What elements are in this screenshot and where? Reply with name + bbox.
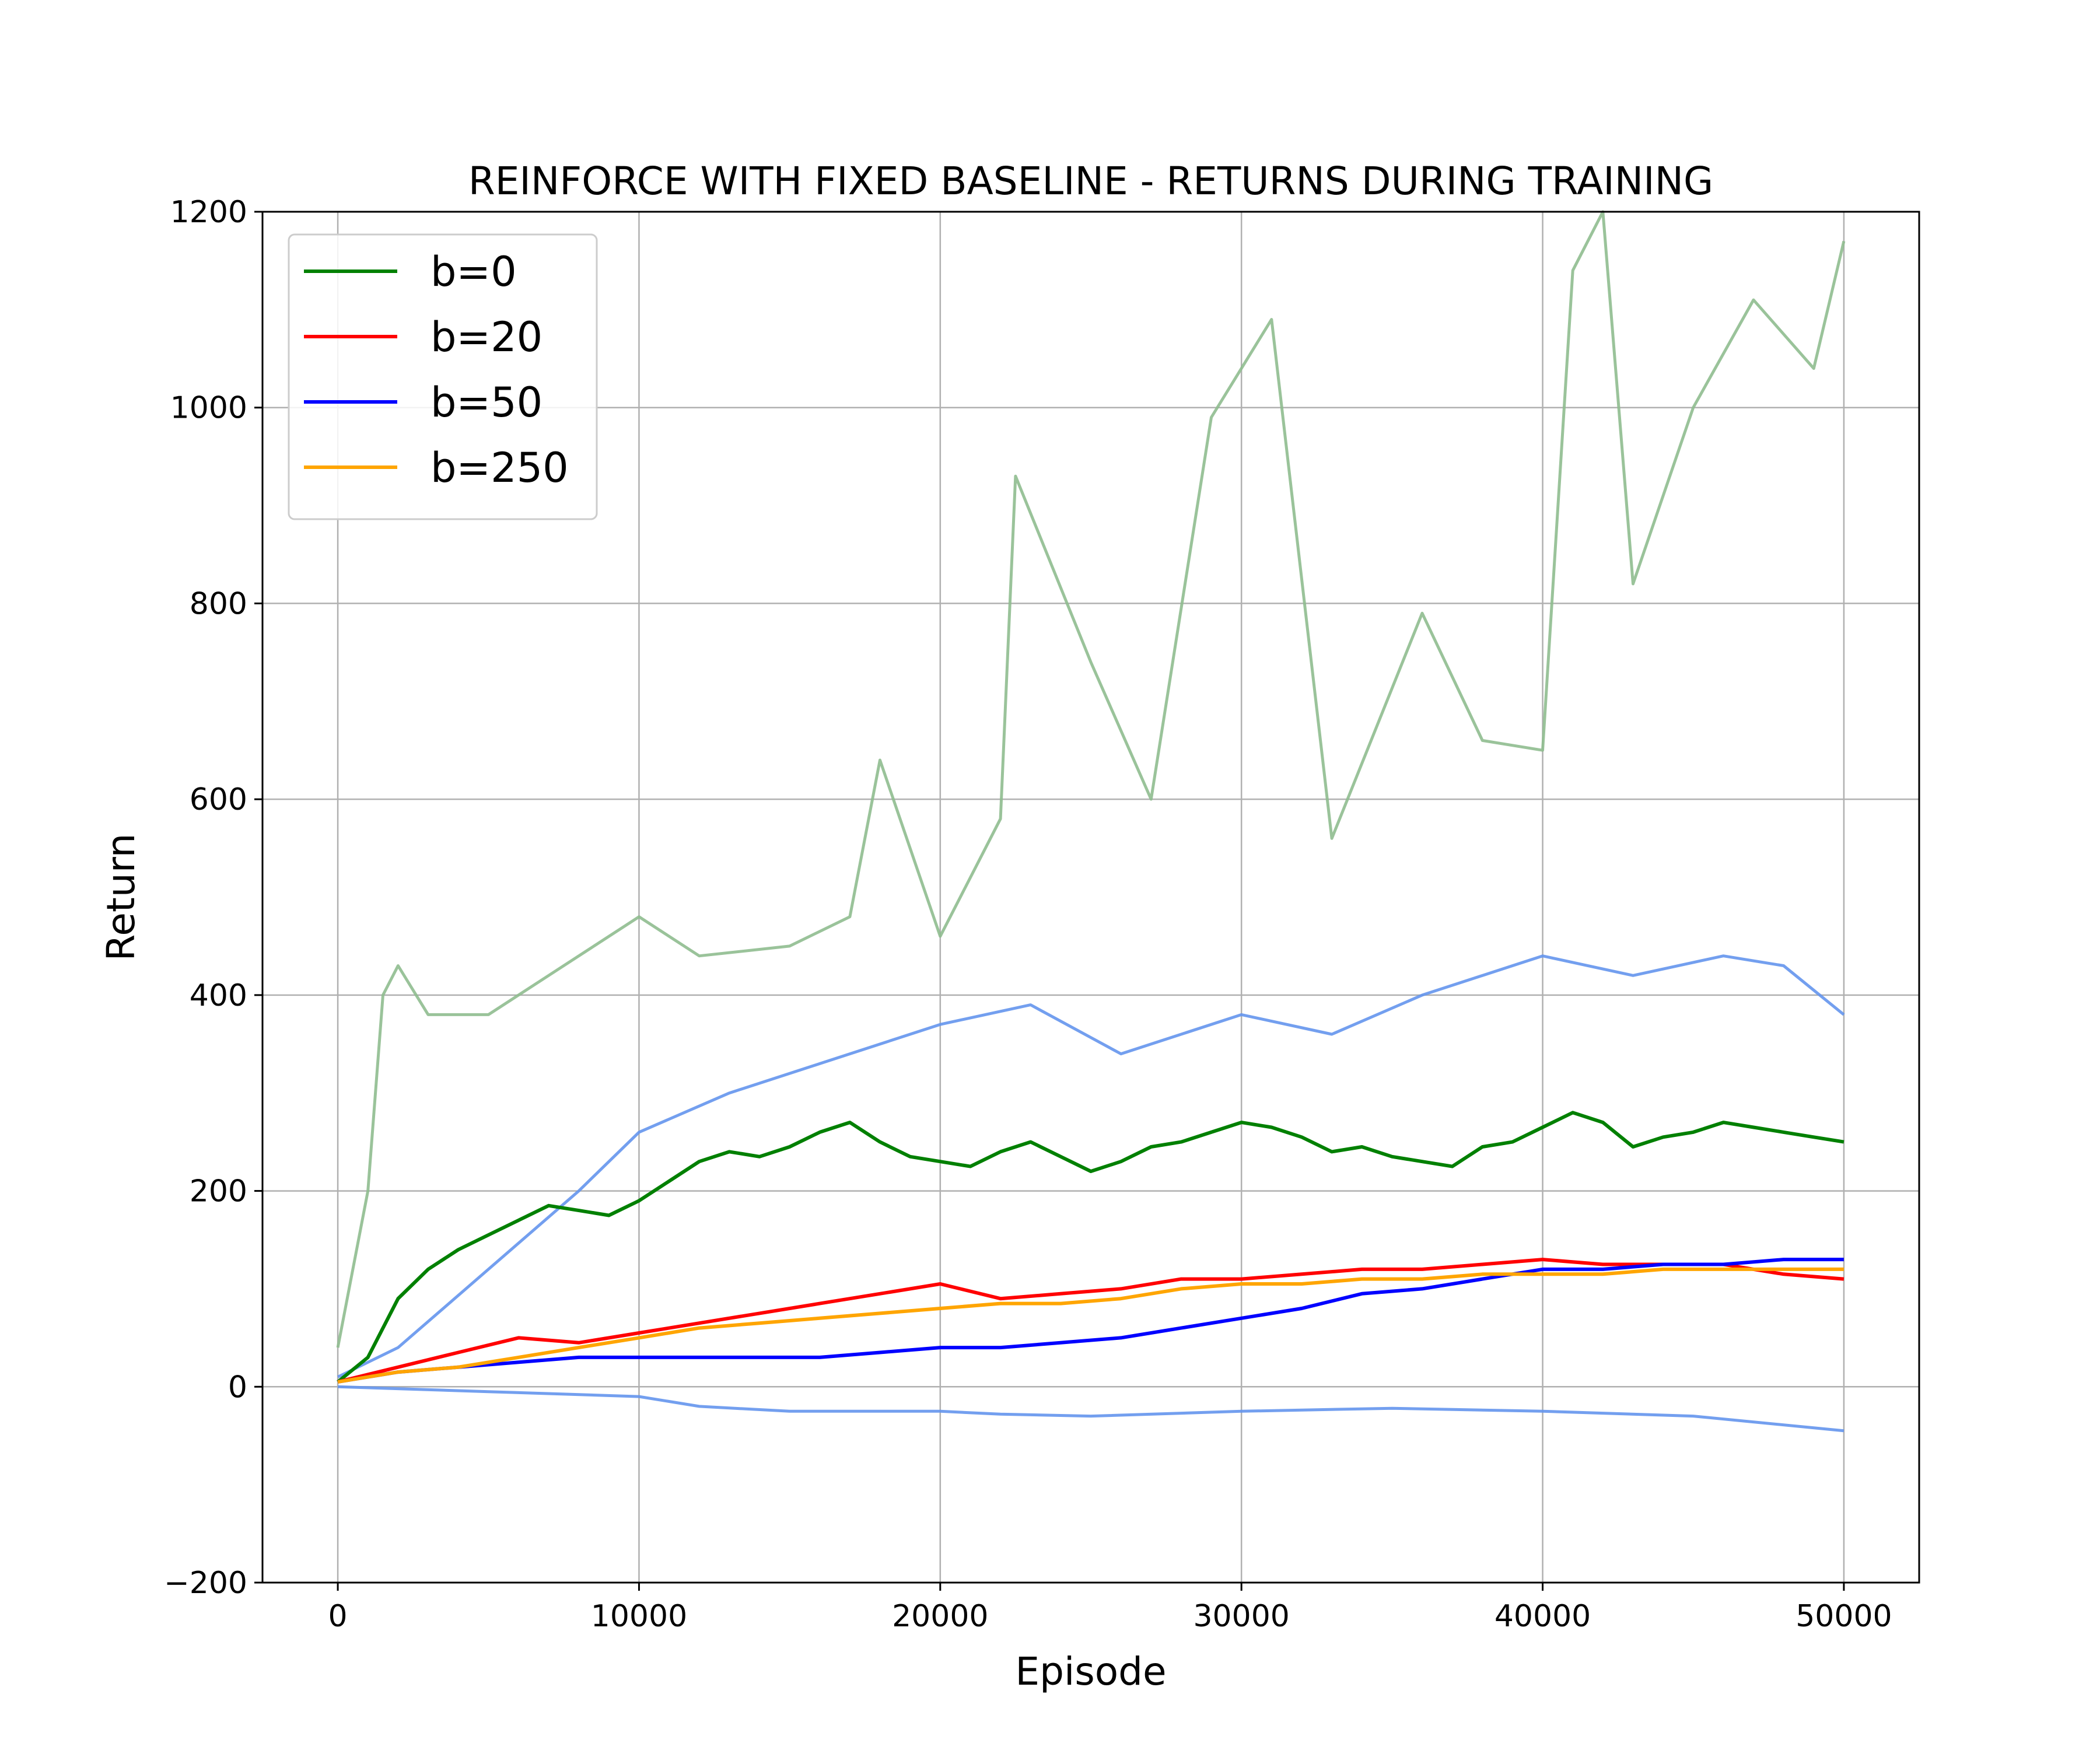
background-run-line [338,1385,1845,1433]
x-tick-label: 50000 [1796,1599,1892,1634]
legend-label: b=0 [430,248,517,296]
y-tick-label: 1200 [170,195,247,230]
y-tick-label: 0 [228,1370,247,1405]
y-tick-label: 1000 [170,391,247,426]
x-tick-label: 40000 [1494,1599,1591,1634]
series-line-b-250 [337,1267,1844,1384]
x-axis-label: Episode [1015,1649,1166,1694]
series-line-b-0 [337,1111,1845,1384]
series-lines [337,1111,1845,1384]
background-run-line [336,210,1846,1348]
x-tick-label: 10000 [591,1599,687,1634]
y-axis-ticks: −200 0 200 400 600 800 1000 1200 [164,195,262,1601]
background-runs [336,210,1846,1433]
y-tick-label: 800 [190,586,247,621]
y-tick-label: −200 [164,1566,247,1601]
y-axis-label: Return [99,833,144,961]
x-axis-ticks: 0 10000 20000 30000 40000 50000 [328,1583,1892,1634]
plot-frame [261,211,1920,1584]
background-run-line [337,954,1845,1378]
series-line-b-50 [337,1258,1844,1384]
legend-label: b=250 [430,444,569,492]
x-tick-label: 0 [328,1599,348,1634]
x-tick-label: 30000 [1193,1599,1289,1634]
legend-label: b=20 [430,313,542,361]
y-tick-label: 600 [190,782,247,817]
series-line-b-20 [337,1258,1845,1384]
y-tick-label: 200 [190,1174,247,1209]
legend-label: b=50 [430,379,542,426]
legend-box [288,233,598,520]
legend: b=0 b=20 b=50 b=250 [288,233,598,520]
chart-title: REINFORCE WITH FIXED BASELINE - RETURNS … [468,159,1713,204]
y-tick-label: 400 [190,978,247,1013]
x-tick-label: 20000 [892,1599,988,1634]
